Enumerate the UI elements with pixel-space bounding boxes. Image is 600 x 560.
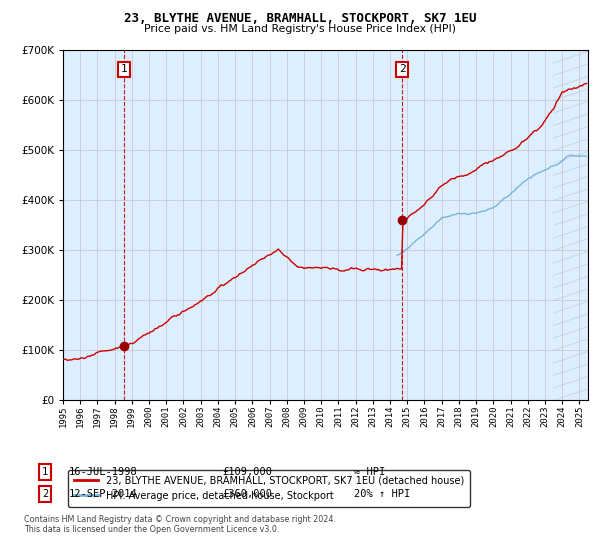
Text: 1: 1 — [42, 467, 48, 477]
Text: 23, BLYTHE AVENUE, BRAMHALL, STOCKPORT, SK7 1EU: 23, BLYTHE AVENUE, BRAMHALL, STOCKPORT, … — [124, 12, 476, 25]
Text: This data is licensed under the Open Government Licence v3.0.: This data is licensed under the Open Gov… — [24, 525, 280, 534]
Legend: 23, BLYTHE AVENUE, BRAMHALL, STOCKPORT, SK7 1EU (detached house), HPI: Average p: 23, BLYTHE AVENUE, BRAMHALL, STOCKPORT, … — [68, 470, 470, 507]
Text: 12-SEP-2014: 12-SEP-2014 — [69, 489, 138, 499]
Text: £360,000: £360,000 — [222, 489, 272, 499]
Text: Price paid vs. HM Land Registry's House Price Index (HPI): Price paid vs. HM Land Registry's House … — [144, 24, 456, 34]
Text: 20% ↑ HPI: 20% ↑ HPI — [354, 489, 410, 499]
Text: 2: 2 — [399, 64, 406, 74]
Text: 2: 2 — [42, 489, 48, 499]
Text: 1: 1 — [121, 64, 127, 74]
Text: £109,000: £109,000 — [222, 467, 272, 477]
Text: ≈ HPI: ≈ HPI — [354, 467, 385, 477]
Text: 16-JUL-1998: 16-JUL-1998 — [69, 467, 138, 477]
Text: Contains HM Land Registry data © Crown copyright and database right 2024.: Contains HM Land Registry data © Crown c… — [24, 515, 336, 524]
